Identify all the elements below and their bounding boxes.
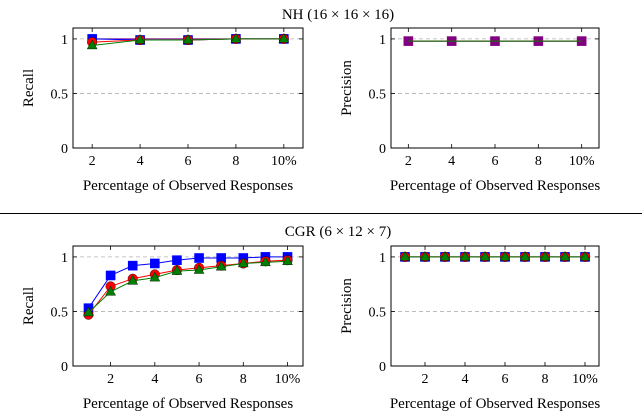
x-axis-label: Percentage of Observed Responses bbox=[83, 178, 294, 194]
x-tick-label: 2 bbox=[422, 372, 429, 387]
series-green bbox=[83, 255, 293, 317]
data-point-triangle bbox=[282, 255, 293, 265]
x-tick-label: 10% bbox=[572, 372, 598, 387]
x-axis-label: Percentage of Observed Responses bbox=[390, 178, 601, 194]
x-axis-label: Percentage of Observed Responses bbox=[390, 396, 601, 412]
y-tick-label: 1 bbox=[379, 251, 386, 266]
x-tick-label: 8 bbox=[535, 154, 542, 169]
data-point-triangle bbox=[399, 250, 411, 261]
series-line bbox=[88, 256, 288, 309]
y-tick-label: 1 bbox=[379, 33, 386, 48]
plot-frame bbox=[72, 245, 304, 367]
x-tick-label: 10% bbox=[275, 372, 301, 387]
y-tick-label: 0 bbox=[61, 142, 68, 157]
data-point-triangle bbox=[499, 250, 511, 261]
data-point-square bbox=[127, 260, 138, 271]
x-tick-label: 2 bbox=[405, 154, 412, 169]
data-point-triangle bbox=[579, 250, 591, 261]
chart-3: 0 0.5 1 2 4 6 8 10% Percentage of Observed Respo… bbox=[21, 245, 304, 412]
data-point-triangle bbox=[193, 264, 205, 274]
data-point-triangle bbox=[134, 34, 146, 44]
y-tick-label: 0.5 bbox=[369, 305, 387, 320]
y-tick-label: 0.5 bbox=[51, 305, 69, 320]
data-point-triangle bbox=[260, 256, 271, 267]
y-tick-label: 0 bbox=[379, 360, 386, 375]
data-point-triangle bbox=[215, 260, 227, 271]
data-point-triangle bbox=[539, 250, 551, 261]
section-title-cgr: CGR (6 × 12 × 7) bbox=[285, 224, 392, 240]
plot-frame bbox=[390, 27, 600, 149]
data-point-triangle bbox=[182, 34, 194, 44]
charts: 0 0.5 1 2 4 6 8 10% Percentage of Observed Respo… bbox=[21, 27, 601, 412]
data-point-triangle bbox=[171, 265, 183, 275]
x-tick-label: 6 bbox=[196, 372, 203, 387]
x-tick-label: 4 bbox=[137, 154, 144, 169]
y-tick-label: 0.5 bbox=[369, 87, 387, 102]
data-point-triangle bbox=[237, 257, 249, 268]
y-tick-label: 1 bbox=[61, 251, 68, 266]
x-tick-label: 10% bbox=[271, 154, 297, 169]
x-tick-label: 6 bbox=[492, 154, 499, 169]
series-green bbox=[86, 32, 290, 50]
chart-1: 0 0.5 1 2 4 6 8 10% Percentage of Observed Respo… bbox=[21, 27, 304, 194]
x-tick-label: 8 bbox=[232, 154, 239, 169]
x-tick-label: 2 bbox=[89, 154, 96, 169]
y-axis-label: Precision bbox=[339, 278, 355, 334]
data-point-triangle bbox=[86, 39, 98, 50]
y-axis-label: Precision bbox=[339, 60, 355, 116]
data-point-triangle bbox=[278, 32, 290, 43]
data-point-triangle bbox=[559, 250, 571, 261]
y-tick-label: 0 bbox=[61, 360, 68, 375]
x-tick-label: 6 bbox=[185, 154, 192, 169]
plot-frame bbox=[390, 245, 600, 367]
y-axis-label: Recall bbox=[21, 69, 37, 107]
data-point-triangle bbox=[105, 285, 116, 296]
data-point-triangle bbox=[439, 250, 451, 261]
data-point-triangle bbox=[230, 32, 242, 43]
y-tick-label: 0.5 bbox=[51, 87, 69, 102]
data-point-triangle bbox=[519, 250, 531, 261]
x-tick-label: 6 bbox=[502, 372, 509, 387]
series-line bbox=[88, 259, 288, 316]
data-point-triangle bbox=[459, 250, 471, 261]
data-point-triangle bbox=[479, 250, 491, 261]
data-point-triangle bbox=[419, 250, 431, 261]
series-line bbox=[88, 260, 288, 313]
x-tick-label: 4 bbox=[462, 372, 469, 387]
x-tick-label: 2 bbox=[107, 372, 114, 387]
data-point-triangle bbox=[83, 306, 94, 317]
series-green bbox=[399, 250, 591, 261]
x-tick-label: 8 bbox=[240, 372, 247, 387]
data-point-square bbox=[172, 255, 182, 265]
section-title-nh: NH (16 × 16 × 16) bbox=[282, 7, 394, 23]
data-point-triangle bbox=[127, 274, 139, 285]
plot-frame bbox=[72, 27, 304, 149]
x-tick-label: 10% bbox=[569, 154, 595, 169]
x-axis-label: Percentage of Observed Responses bbox=[83, 396, 294, 412]
x-tick-label: 4 bbox=[151, 372, 158, 387]
y-axis-label: Recall bbox=[21, 287, 37, 325]
x-tick-label: 4 bbox=[448, 154, 455, 169]
data-point-square bbox=[150, 258, 160, 269]
x-tick-label: 8 bbox=[542, 372, 549, 387]
data-point-square bbox=[105, 270, 116, 281]
y-tick-label: 0 bbox=[379, 142, 386, 157]
y-tick-label: 1 bbox=[61, 33, 68, 48]
data-point-square bbox=[194, 253, 204, 263]
chart-4: 0 0.5 1 2 4 6 8 10% Percentage of Observed Respo… bbox=[339, 245, 601, 412]
chart-2: 0 0.5 1 2 4 6 8 10% Percentage of Observed Respo… bbox=[339, 27, 601, 194]
data-point-triangle bbox=[149, 271, 161, 282]
